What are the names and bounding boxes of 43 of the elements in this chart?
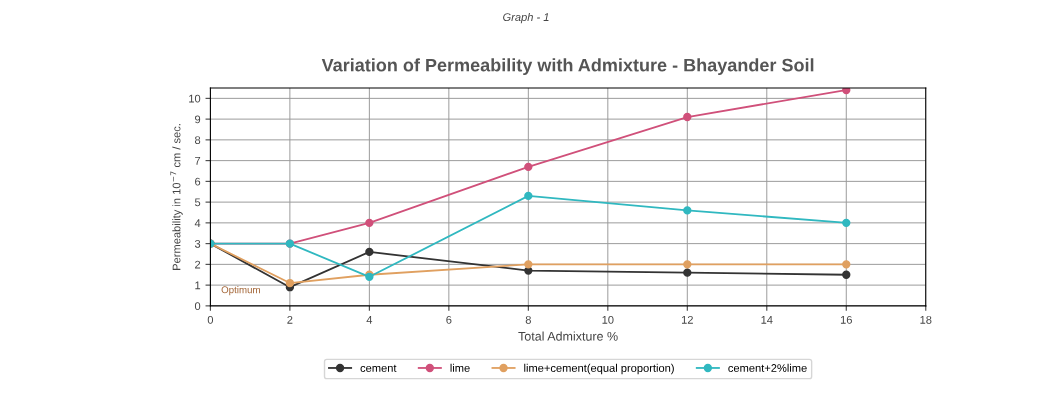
x-tick-label: 10 (602, 315, 614, 324)
point (842, 218, 851, 228)
annotation: Optimum (221, 286, 260, 296)
point (683, 260, 692, 269)
x-tick-label: 14 (761, 316, 773, 324)
y-axis-title: Permeability in 10$^{−7}$ cm / sec. (170, 124, 183, 270)
y-tick-label: 3 (194, 239, 201, 248)
y-tick-label: 10 (189, 94, 201, 103)
y-tick-label: 9 (195, 115, 201, 124)
chart-title: Variation of Permeability with Admixture - Bhayander Soil (321, 58, 814, 76)
point (365, 247, 374, 257)
x-tick-label: 16 (840, 315, 852, 324)
y-tick-label: 5 (194, 198, 201, 207)
y-tick-label: 2 (195, 260, 201, 269)
point (524, 260, 533, 269)
legend-label: lime+cement(equal proportion) (524, 363, 674, 375)
x-tick-label: 8 (525, 315, 531, 324)
point (524, 191, 533, 201)
x-tick-label: 12 (681, 315, 693, 324)
legend-label: cement (360, 364, 397, 372)
x-axis-title: Total Admixture % (518, 331, 618, 341)
y-tick-label: 6 (195, 177, 201, 186)
y-tick-label: 7 (195, 157, 201, 165)
y-tick-label: 8 (194, 136, 201, 144)
y-tick-label: 0 (194, 302, 201, 311)
y-tick-label: 4 (194, 219, 201, 227)
x-tick-label: 6 (446, 315, 452, 324)
y-tick-label: 1 (195, 281, 201, 290)
point (842, 270, 851, 279)
legend-label: cement+2%lime (728, 363, 807, 372)
point (842, 260, 851, 269)
point (683, 112, 692, 122)
x-tick-label: 2 (287, 315, 293, 324)
point (683, 206, 692, 215)
point (683, 268, 692, 277)
point (365, 218, 374, 228)
point (285, 278, 295, 288)
x-tick-label: 0 (207, 315, 214, 324)
x-tick-label: 4 (366, 316, 373, 324)
x-tick-label: 18 (920, 315, 932, 324)
legend-label: lime (450, 363, 470, 372)
point (524, 162, 533, 172)
chart-subtitle: Graph - 1 (503, 12, 549, 24)
